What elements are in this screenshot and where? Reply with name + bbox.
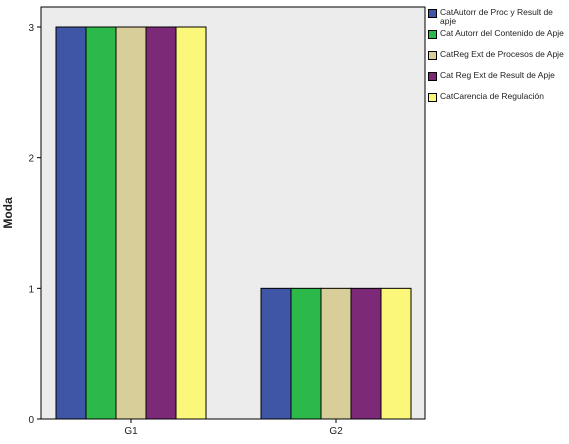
legend-item: Cat Autorr del Contenido de Apje	[428, 29, 568, 47]
x-tick-label: G1	[124, 426, 138, 437]
bar-g2-series-2	[290, 287, 322, 420]
legend: CatAutorr de Proc y Result de apje Cat Au…	[428, 8, 568, 113]
x-axis: G1 G2	[124, 419, 343, 437]
y-tick-label: 2	[28, 154, 34, 165]
legend-item: Cat Reg Ext de Result de Apje	[428, 71, 568, 89]
bar-g2-series-4	[350, 287, 382, 420]
bar-g1-series-2	[85, 26, 117, 420]
bar-g2-series-1	[260, 287, 292, 420]
bar-g1-series-1	[55, 26, 87, 420]
y-tick-label: 0	[28, 415, 34, 426]
legend-swatch	[428, 93, 437, 102]
legend-label: CatReg Ext de Procesos de Apje	[440, 49, 564, 59]
bar-g1-series-4	[145, 26, 177, 420]
legend-swatch	[428, 51, 437, 60]
legend-swatch	[428, 72, 437, 81]
y-axis: 0 1 2 3	[28, 23, 41, 426]
bar-g2-series-3	[320, 287, 352, 420]
x-tick-label: G2	[329, 426, 343, 437]
legend-item: CatAutorr de Proc y Result de apje	[428, 8, 568, 26]
legend-label: CatCarencia de Regulación	[440, 91, 544, 101]
legend-label: Cat Reg Ext de Result de Apje	[440, 70, 555, 80]
legend-item: CatReg Ext de Procesos de Apje	[428, 50, 568, 68]
bars	[55, 26, 412, 420]
legend-label: CatAutorr de Proc y Result de apje	[440, 7, 553, 26]
legend-swatch	[428, 30, 437, 39]
y-axis-label: Moda	[1, 197, 15, 229]
legend-label: Cat Autorr del Contenido de Apje	[440, 28, 564, 38]
legend-item: CatCarencia de Regulación	[428, 92, 568, 110]
bar-g2-series-5	[380, 287, 412, 420]
bar-g1-series-3	[115, 26, 147, 420]
legend-swatch	[428, 9, 437, 18]
y-tick-label: 3	[28, 23, 34, 34]
y-tick-label: 1	[28, 284, 34, 295]
bar-g1-series-5	[175, 26, 207, 420]
